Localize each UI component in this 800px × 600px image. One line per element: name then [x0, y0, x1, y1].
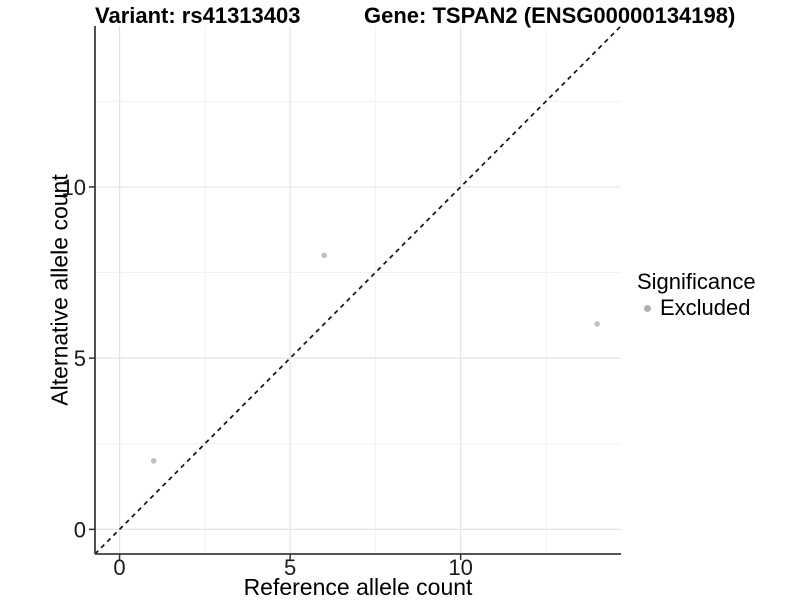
x-axis-title: Reference allele count: [243, 574, 473, 600]
legend: Significance Excluded: [637, 271, 756, 319]
data-point: [594, 321, 600, 327]
x-tick-label: 5: [284, 555, 296, 580]
plot-title-variant: Variant: rs41313403: [95, 3, 301, 28]
plot-title-gene: Gene: TSPAN2 (ENSG00000134198): [364, 3, 736, 28]
legend-item-label: Excluded: [660, 295, 751, 320]
legend-title: Significance: [637, 269, 756, 294]
legend-item-excluded: Excluded: [637, 297, 756, 319]
legend-point-icon: [644, 304, 651, 312]
y-tick-label: 0: [74, 517, 86, 542]
data-point: [150, 458, 157, 464]
x-tick-label: 10: [448, 555, 472, 580]
identity-dashed-line: [94, 25, 622, 555]
y-tick-label: 5: [74, 346, 86, 371]
data-point: [321, 252, 328, 259]
x-tick-label: 0: [113, 555, 125, 580]
y-axis-title: Alternative allele count: [46, 174, 73, 406]
y-tick-label: 10: [62, 175, 86, 200]
